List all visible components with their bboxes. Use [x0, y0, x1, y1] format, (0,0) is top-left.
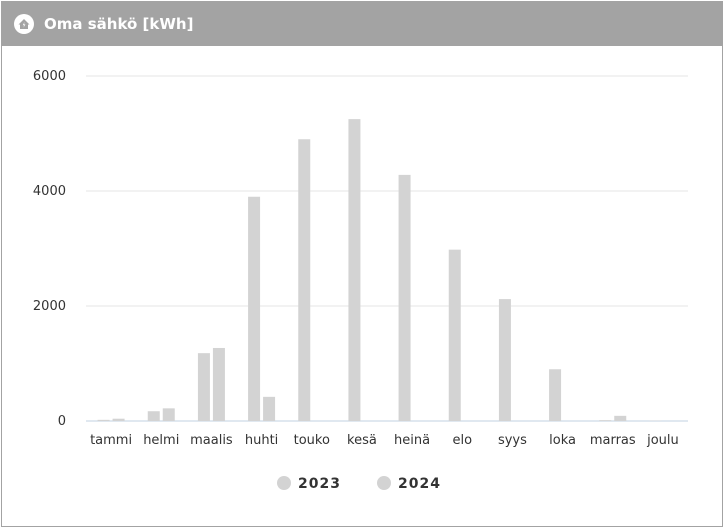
x-tick-label: maalis: [190, 433, 233, 448]
x-tick-label: loka: [549, 433, 576, 448]
bar-2023-tammi: [97, 419, 110, 421]
x-tick-label: heinä: [394, 433, 430, 448]
home-icon: [14, 14, 34, 34]
legend-label-2023: 2023: [298, 476, 341, 492]
card-header: Oma sähkö [kWh]: [2, 2, 722, 46]
legend-marker-2023: [277, 476, 291, 490]
bar-2024-huhti: [263, 396, 276, 421]
bar-chart: 0 2000 4000 6000 tammi helmi maalis huhti touko k…: [33, 69, 688, 492]
x-tick-label: tammi: [90, 433, 132, 448]
legend-marker-2024: [377, 476, 391, 490]
x-tick-label: syys: [498, 433, 527, 448]
x-tick-label: huhti: [245, 433, 278, 448]
bar-2023-huhti: [248, 196, 261, 421]
bar-2023-maalis: [197, 353, 210, 421]
y-tick-label: 6000: [33, 69, 66, 84]
bar-2023-kesä: [348, 119, 361, 421]
x-tick-label: joulu: [646, 433, 679, 448]
x-tick-label: elo: [452, 433, 472, 448]
bar-2023-loka: [549, 369, 562, 421]
card-title: Oma sähkö [kWh]: [44, 15, 194, 33]
x-tick-label: touko: [294, 433, 330, 448]
bar-2024-helmi: [162, 408, 175, 421]
y-tick-label: 4000: [33, 184, 66, 199]
bar-2023-elo: [448, 249, 461, 421]
legend-label-2024: 2024: [398, 476, 441, 492]
bar-2023-touko: [298, 139, 311, 421]
x-tick-label: marras: [590, 433, 636, 448]
bar-2023-helmi: [147, 411, 160, 421]
y-tick-label: 0: [58, 414, 66, 429]
bar-2024-tammi: [112, 418, 125, 421]
x-tick-label: kesä: [347, 433, 377, 448]
bar-2023-marras: [599, 420, 612, 421]
bar-2023-heinä: [398, 174, 411, 421]
x-tick-label: helmi: [143, 433, 179, 448]
bar-2023-syys: [498, 299, 511, 421]
y-tick-label: 2000: [33, 299, 66, 314]
bar-2024-marras: [614, 415, 627, 421]
bar-2024-maalis: [212, 347, 225, 421]
